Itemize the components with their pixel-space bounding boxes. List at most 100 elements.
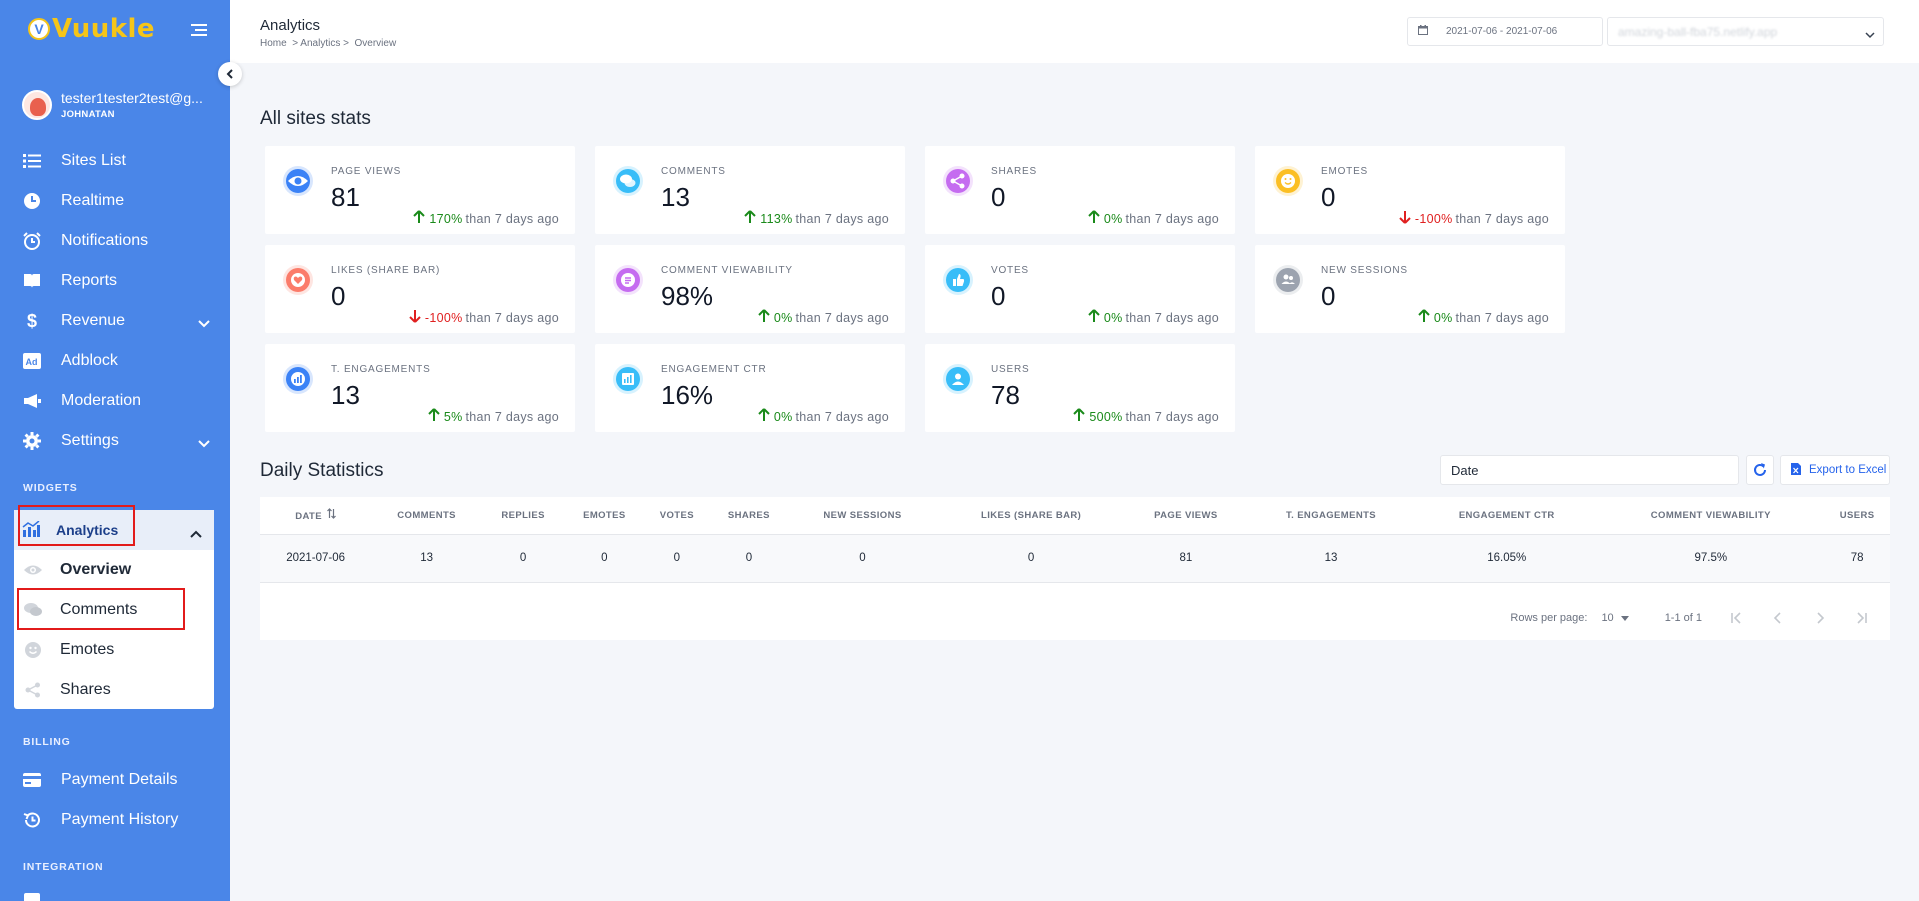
sidebar-item-settings[interactable]: Settings <box>0 421 230 461</box>
heart-icon <box>283 265 313 295</box>
avatar <box>22 90 52 120</box>
rows-per-page-select[interactable]: 10 <box>1601 612 1629 624</box>
site-select[interactable]: amazing-ball-fba75.netlify.app <box>1607 17 1884 46</box>
sidebar-subitem-overview[interactable]: Overview <box>14 550 214 590</box>
breadcrumb[interactable]: Home > Analytics > Overview <box>260 38 397 49</box>
sidebar-item-label: Payment Details <box>61 771 178 788</box>
stat-trend: -100% than 7 days ago <box>409 309 559 326</box>
sidebar-item-label: Moderation <box>61 392 142 409</box>
last-page-icon[interactable] <box>1854 610 1870 626</box>
stat-trend: 0% than 7 days ago <box>1088 210 1219 227</box>
stat-card-shares: SHARES 0 0% than 7 days ago <box>925 146 1235 234</box>
dollar-icon: $ <box>26 310 37 331</box>
stat-label: LIKES (SHARE BAR) <box>331 265 441 276</box>
alarm-icon <box>23 232 41 250</box>
sidebar-subitem-shares[interactable]: Shares <box>14 670 214 710</box>
bar-chart-icon <box>613 364 643 394</box>
clock-icon <box>23 192 41 210</box>
stat-trend-suffix: than 7 days ago <box>795 211 889 226</box>
highlight-box-comments <box>17 588 185 630</box>
column-header: T. ENGAGEMENTS <box>1245 497 1417 535</box>
credit-card-icon <box>23 771 41 789</box>
stat-trend-percent: -100% <box>1414 211 1453 226</box>
column-header-label: SHARES <box>727 509 770 521</box>
table-header-row: DATE COMMENTS REPLIES EMOTES VOTES SHARES NEW … <box>260 497 1890 535</box>
sidebar-item-payment-details[interactable]: Payment Details <box>0 760 230 800</box>
stat-card-comments: COMMENTS 13 113% than 7 days ago <box>595 146 905 234</box>
ad-icon: Ad <box>23 352 41 370</box>
sidebar-item-notifications[interactable]: Notifications <box>0 221 230 261</box>
user-profile[interactable]: tester1tester2test@g... JOHNATAN <box>22 90 203 120</box>
gear-icon <box>23 432 41 450</box>
sidebar-item-revenue[interactable]: $ Revenue <box>0 301 230 341</box>
stat-value: 0 <box>1321 281 1336 311</box>
calendar-icon <box>1418 25 1428 38</box>
sidebar-item-label: Reports <box>61 272 118 289</box>
sidebar-subitem-label: Overview <box>60 561 132 578</box>
stat-trend-percent: 5% <box>443 409 463 424</box>
sidebar-item-adblock[interactable]: Ad Adblock <box>0 341 230 381</box>
arrow-up-icon <box>1088 210 1100 227</box>
table-cell: 81 <box>1125 534 1246 583</box>
sidebar-subitem-comments[interactable]: Comments <box>14 590 214 630</box>
table-body: 2021-07-06 13 0 0 0 0 0 0 81 13 16.05% 97.5% 78 <box>260 534 1890 583</box>
column-header-label: LIKES (SHARE BAR) <box>981 509 1082 521</box>
next-page-icon[interactable] <box>1812 610 1828 626</box>
sidebar-subitem-label: Comments <box>60 601 138 618</box>
table-cell: 13 <box>1245 534 1417 583</box>
table-row: 2021-07-06 13 0 0 0 0 0 0 81 13 16.05% 97.5% 78 <box>260 534 1890 583</box>
section-title-integration: INTEGRATION <box>23 861 104 873</box>
stat-trend: 0% than 7 days ago <box>758 309 889 326</box>
sidebar-item-analytics[interactable]: Analytics <box>14 510 214 550</box>
stat-trend-percent: 0% <box>1103 211 1123 226</box>
eye-icon <box>24 561 42 579</box>
arrow-up-icon <box>413 210 426 227</box>
sidebar-subitem-emotes[interactable]: Emotes <box>14 630 214 670</box>
export-to-excel-button[interactable]: Export to Excel <box>1780 455 1890 485</box>
arrow-up-icon <box>758 408 770 425</box>
collapse-sidebar-button[interactable] <box>218 62 242 86</box>
analytics-submenu: Analytics Overview Comments Emotes <box>14 510 214 709</box>
chevron-down-icon <box>1865 28 1875 42</box>
sidebar-item-moderation[interactable]: Moderation <box>0 381 230 421</box>
stat-label: USERS <box>991 364 1030 375</box>
stat-trend-suffix: than 7 days ago <box>795 409 889 424</box>
table-cell: 2021-07-06 <box>260 534 372 583</box>
sidebar-item-label: Realtime <box>61 192 125 209</box>
stat-card-users: USERS 78 500% than 7 days ago <box>925 344 1235 432</box>
prev-page-icon[interactable] <box>1770 610 1786 626</box>
arrow-up-icon <box>758 309 770 326</box>
column-header: EMOTES <box>564 497 645 535</box>
stat-trend: 0% than 7 days ago <box>1418 309 1549 326</box>
sidebar-item-reports[interactable]: Reports <box>0 261 230 301</box>
sort-icon[interactable] <box>327 508 336 522</box>
chevron-down-icon <box>198 315 210 333</box>
daily-stats-table: DATE COMMENTS REPLIES EMOTES VOTES SHARES NEW … <box>260 497 1890 640</box>
stat-value: 16% <box>661 380 714 410</box>
sidebar-item-label: Adblock <box>61 352 118 369</box>
thumbs-up-icon <box>943 265 973 295</box>
chart-icon <box>22 520 40 539</box>
table-cell: 97.5% <box>1597 534 1825 583</box>
date-filter-input[interactable]: Date <box>1440 455 1739 485</box>
eye-icon <box>283 166 313 196</box>
column-header[interactable]: DATE <box>260 497 372 535</box>
column-header: LIKES (SHARE BAR) <box>936 497 1126 535</box>
daily-title: Daily Statistics <box>260 460 384 481</box>
table-cell: 0 <box>709 534 789 583</box>
user-icon <box>943 364 973 394</box>
table-cell: 0 <box>936 534 1126 583</box>
sidebar-item-realtime[interactable]: Realtime <box>0 181 230 221</box>
sidebar-item-payment-history[interactable]: Payment History <box>0 800 230 840</box>
first-page-icon[interactable] <box>1728 610 1744 626</box>
column-header-label: VOTES <box>659 509 694 521</box>
logo-mark: V <box>28 18 50 40</box>
date-range-picker[interactable]: 2021-07-06 - 2021-07-06 <box>1407 17 1603 46</box>
menu-icon[interactable] <box>191 24 207 36</box>
refresh-button[interactable] <box>1746 455 1774 485</box>
sidebar-item-sites-list[interactable]: Sites List <box>0 141 230 181</box>
sidebar-subitem-label: Shares <box>60 681 111 698</box>
logo[interactable]: V Vuukle <box>28 14 155 44</box>
stat-label: SHARES <box>991 166 1037 177</box>
stat-label: COMMENTS <box>661 166 726 177</box>
